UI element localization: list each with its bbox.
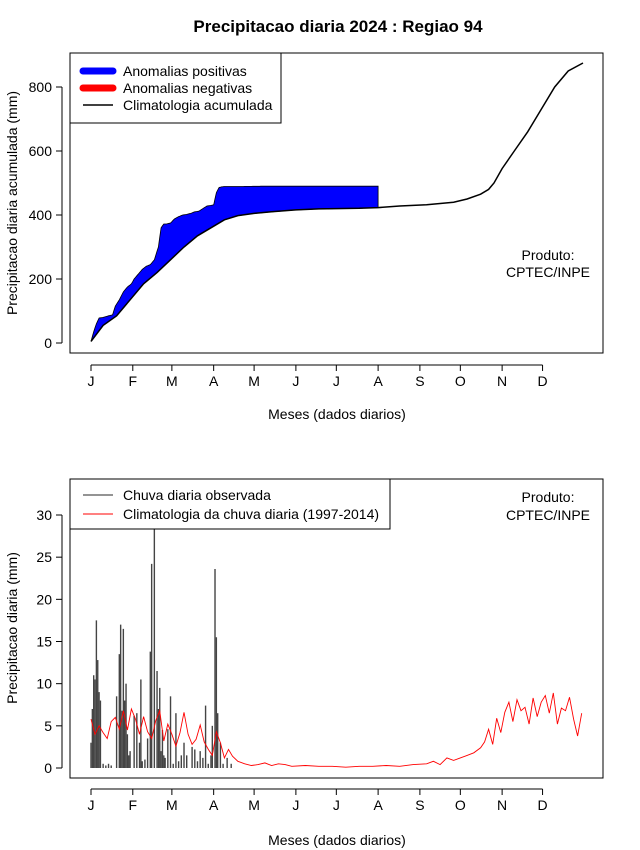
daily-chart: 0 5 10 15 20 25 30 J F M A M J J A S O N D Meses (dados di… [4, 478, 604, 848]
y-tick-label: 0 [44, 335, 52, 351]
x-tick-label: F [129, 797, 138, 813]
chart1-legend: Anomalias positivas Anomalias negativas … [69, 52, 282, 124]
y-tick-label: 20 [36, 591, 52, 607]
x-tick-label: N [497, 373, 507, 389]
chart1-plot: 0 200 400 600 800 J F M A M J J A S O N D [29, 52, 604, 389]
chart1-annotation-line1: Produto: [522, 247, 575, 263]
chart2-plot: 0 5 10 15 20 25 30 J F M A M J J A S O N D [36, 478, 604, 813]
x-tick-label: A [209, 797, 219, 813]
legend-label-observed: Chuva diaria observada [123, 487, 271, 503]
chart2-ylabel: Precipitacao diaria (mm) [4, 552, 20, 704]
x-tick-label: S [415, 797, 424, 813]
x-tick-label: D [537, 373, 547, 389]
x-tick-label: M [166, 797, 178, 813]
x-tick-label: O [455, 797, 466, 813]
climatology-cumulative-line [90, 62, 584, 342]
x-tick-label: M [248, 373, 260, 389]
chart2-legend: Chuva diaria observada Climatologia da c… [69, 478, 391, 530]
x-tick-label: J [292, 373, 299, 389]
x-tick-label: J [88, 797, 95, 813]
chart2-xlabel: Meses (dados diarios) [268, 832, 406, 848]
x-tick-label: M [166, 373, 178, 389]
legend-label-clim-daily: Climatologia da chuva diaria (1997-2014) [123, 506, 379, 522]
climatology-daily-line [90, 692, 583, 768]
chart2-annotation-line2: CPTEC/INPE [506, 507, 590, 523]
y-tick-label: 0 [44, 760, 52, 776]
legend-label-negative: Anomalias negativas [123, 80, 252, 96]
x-tick-label: A [373, 797, 383, 813]
x-tick-label: N [497, 797, 507, 813]
x-tick-label: D [537, 797, 547, 813]
y-tick-label: 600 [29, 143, 53, 159]
x-tick-label: J [333, 373, 340, 389]
negative-anomaly-area [91, 207, 379, 342]
page-title: Precipitacao diaria 2024 : Regiao 94 [193, 17, 483, 36]
chart1-legend-box [69, 52, 282, 124]
x-tick-label: F [129, 373, 138, 389]
x-tick-label: J [333, 797, 340, 813]
x-tick-label: A [209, 373, 219, 389]
chart1-ylabel: Precipitacao diaria acumulada (mm) [4, 91, 20, 315]
y-tick-label: 10 [36, 676, 52, 692]
x-tick-label: A [373, 373, 383, 389]
x-tick-label: O [455, 373, 466, 389]
chart1-xlabel: Meses (dados diarios) [268, 406, 406, 422]
chart2-legend-box [69, 478, 391, 530]
legend-label-climatology: Climatologia acumulada [123, 97, 273, 113]
chart1-frame [69, 52, 604, 354]
chart2-annotation-line1: Produto: [522, 489, 575, 505]
x-tick-label: S [415, 373, 424, 389]
x-tick-label: J [292, 797, 299, 813]
y-tick-label: 800 [29, 79, 53, 95]
x-tick-label: M [248, 797, 260, 813]
y-tick-label: 25 [36, 549, 52, 565]
x-tick-label: J [88, 373, 95, 389]
positive-anomaly-area [90, 185, 379, 342]
cumulative-chart: 0 200 400 600 800 J F M A M J J A S O N D Meses (dados d… [4, 52, 604, 422]
y-tick-label: 15 [36, 634, 52, 650]
legend-label-positive: Anomalias positivas [123, 63, 247, 79]
y-tick-label: 400 [29, 207, 53, 223]
y-tick-label: 5 [44, 718, 52, 734]
y-tick-label: 200 [29, 271, 53, 287]
y-tick-label: 30 [36, 507, 52, 523]
chart1-annotation-line2: CPTEC/INPE [506, 264, 590, 280]
